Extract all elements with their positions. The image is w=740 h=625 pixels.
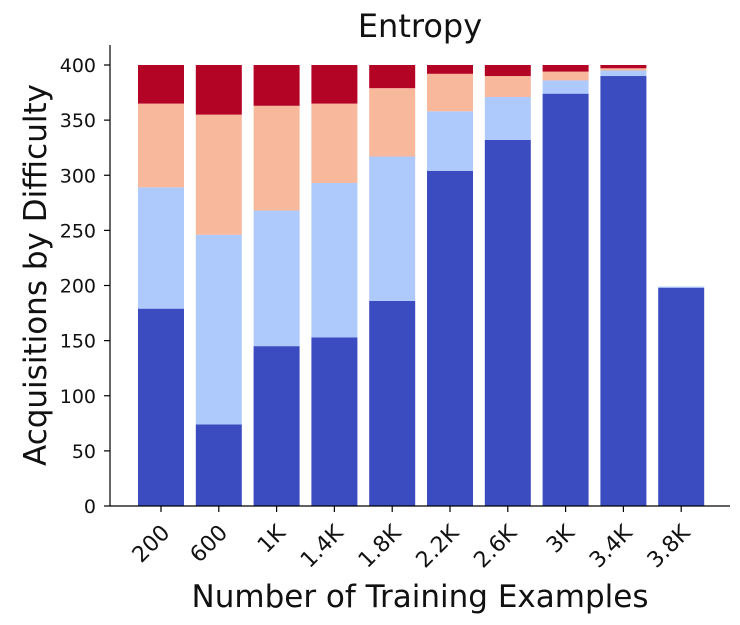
x-axis-ticks: 200 600 1K 1.4K 1.8K 2.2K 2.6K 3K 3.4K 3.8K (128, 506, 696, 573)
x-axis-label: Number of Training Examples (192, 579, 649, 615)
bar-segment-600-level-1 (195, 424, 242, 506)
bar-segment-1.8K-level-2 (369, 156, 416, 301)
y-tick-label: 0 (84, 496, 96, 518)
bar-segment-3.4K-level-4 (600, 65, 647, 69)
bar-segment-3.4K-level-2 (600, 70, 647, 77)
bar-segment-2.2K-level-3 (427, 73, 473, 112)
y-tick-label: 400 (60, 55, 96, 77)
bar-segment-1.8K-level-4 (369, 65, 416, 89)
y-tick-label: 350 (60, 110, 96, 132)
bar-segment-2.2K-level-4 (427, 65, 473, 74)
bar-segment-600-level-2 (195, 234, 242, 425)
bar-segment-1.4K-level-3 (311, 103, 358, 183)
x-tick-label: 600 (186, 521, 233, 568)
y-tick-label: 150 (60, 331, 96, 353)
bar-segment-2.6K-level-4 (484, 65, 531, 77)
y-axis-ticks: 0 50 100 150 200 250 300 350 400 (60, 55, 110, 518)
bar-segment-1K-level-2 (253, 210, 300, 347)
bar-segment-200-level-1 (138, 308, 184, 506)
chart-title: Entropy (358, 7, 482, 45)
x-tick-label: 200 (128, 521, 175, 568)
bar-segment-200-level-2 (138, 187, 184, 309)
y-tick-label: 200 (60, 276, 96, 298)
x-tick-label: 3K (542, 520, 580, 558)
bar-segment-3K-level-3 (542, 71, 589, 81)
bar-segment-3K-level-2 (542, 80, 589, 94)
bar-segment-1.4K-level-2 (311, 182, 358, 338)
bar-segment-3K-level-1 (542, 93, 589, 506)
bar-segment-3.8K-level-2 (658, 286, 705, 288)
x-tick-label: 3.8K (643, 520, 696, 573)
bar-segment-1K-level-1 (253, 346, 300, 506)
y-tick-label: 50 (72, 441, 96, 463)
bar-segment-3K-level-4 (542, 65, 589, 72)
bar-segment-1K-level-3 (253, 105, 300, 211)
bar-segment-1.4K-level-1 (311, 337, 358, 506)
bar-segment-1K-level-4 (253, 65, 300, 106)
bar-segment-1.4K-level-4 (311, 65, 358, 104)
y-tick-label: 100 (60, 386, 96, 408)
y-tick-label: 300 (60, 165, 96, 187)
bar-segment-1.8K-level-3 (369, 88, 416, 157)
plot-area (138, 65, 705, 507)
y-axis-label: Acquisitions by Difficulty (18, 84, 54, 466)
x-tick-label: 1.8K (354, 520, 407, 573)
bar-segment-2.6K-level-1 (484, 139, 531, 506)
x-tick-label: 1K (253, 520, 291, 558)
bar-segment-600-level-3 (195, 114, 242, 235)
bar-segment-200-level-4 (138, 65, 184, 104)
x-tick-label: 3.4K (585, 520, 638, 573)
bar-segment-2.6K-level-3 (484, 76, 531, 97)
x-tick-label: 2.6K (469, 520, 522, 573)
bar-segment-600-level-4 (195, 65, 242, 115)
bar-segment-3.4K-level-1 (600, 76, 647, 507)
bar-segment-200-level-3 (138, 103, 184, 188)
x-tick-label: 2.2K (412, 520, 465, 573)
y-tick-label: 250 (60, 220, 96, 242)
bar-segment-2.2K-level-1 (427, 170, 473, 506)
bar-segment-3.8K-level-1 (658, 287, 705, 506)
bar-segment-1.8K-level-1 (369, 300, 416, 506)
bar-segment-2.6K-level-2 (484, 96, 531, 140)
bar-segment-3.4K-level-3 (600, 68, 647, 71)
bar-segment-2.2K-level-2 (427, 111, 473, 171)
x-tick-label: 1.4K (296, 520, 349, 573)
